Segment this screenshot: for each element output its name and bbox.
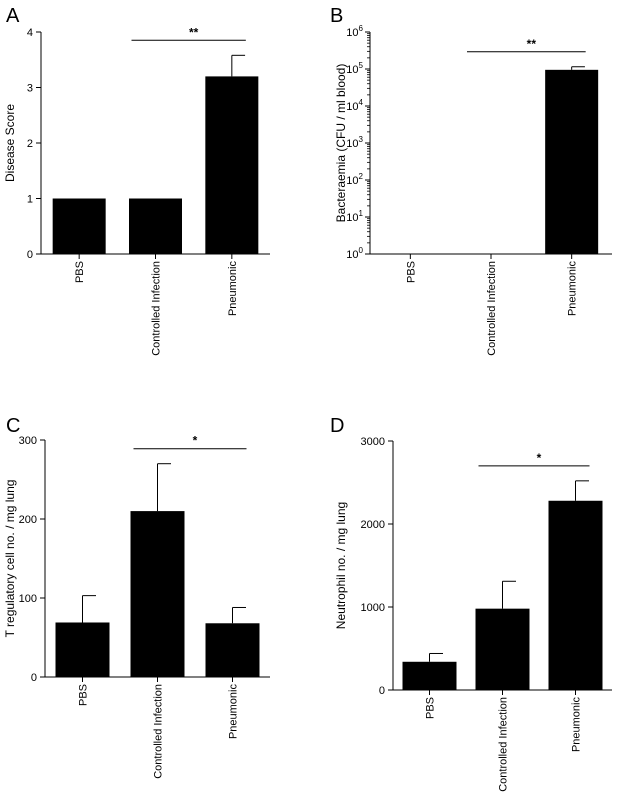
y-tick-label: 105 [346,61,363,76]
panel-letter: A [6,5,20,27]
bar-pbs [55,622,110,677]
y-tick-label: 2000 [361,519,385,531]
panel-letter: D [330,415,344,437]
panel-c: C 0 100 200 300 T regulatory cell no. / mg lu… [3,415,270,779]
x-tick-label: PBS [425,697,437,719]
panel-letter: B [330,5,343,27]
bar-controlled-infection [130,511,185,677]
bar-pneumonic [205,76,259,255]
x-tick-label: Pneumonic [567,261,579,317]
x-tick-label: PBS [78,684,90,706]
x-tick-label: Pneumonic [228,684,240,740]
y-tick-label: 100 [346,246,363,261]
y-tick-label: 1000 [361,602,385,614]
bar-controlled-infection [129,198,182,254]
x-tick-label: Pneumonic [571,697,583,753]
y-tick-label: 300 [19,435,37,447]
y-tick-label: 102 [346,172,363,187]
y-tick-label: 3000 [361,436,385,448]
bar-controlled-infection [475,608,530,690]
significance-label: ** [527,37,537,51]
y-axis-label: Disease Score [3,104,17,182]
y-axis-label: Neutrophil no. / mg lung [334,502,348,629]
bar-pbs [52,198,106,254]
x-tick-label: Controlled Infection [498,697,510,792]
y-tick-label: 0 [27,249,33,261]
x-tick-label: Controlled Infection [151,261,163,356]
bar-pbs [402,661,457,690]
significance-label: * [193,434,198,448]
bar-pneumonic [205,623,260,677]
bar-pneumonic [548,500,603,690]
x-tick-label: Pneumonic [227,261,239,317]
y-tick-label: 0 [379,685,385,697]
y-tick-label: 101 [346,209,363,224]
x-tick-label: PBS [405,261,417,283]
y-tick-label: 104 [346,98,363,113]
y-tick-label: 106 [346,24,363,39]
y-tick-label: 0 [31,672,37,684]
y-tick-label: 3 [27,83,33,95]
y-tick-label: 100 [19,593,37,605]
bar-pneumonic [545,69,599,255]
panel-d: D 0 1000 2000 3000 Neutrophil no. / mg lung PB… [330,415,612,792]
y-tick-label: 1 [27,194,33,206]
y-tick-label: 200 [19,514,37,526]
panel-a: A 0 1 2 3 4 Disease Score PBS Controlled Infecti… [3,5,270,356]
y-tick-label: 4 [27,27,33,39]
significance-label: * [537,451,542,465]
x-tick-label: Controlled Infection [153,684,165,779]
y-axis-label: Bacteraemia (CFU / ml blood) [334,64,348,223]
panel-letter: C [6,415,20,437]
significance-label: ** [189,25,199,39]
x-tick-label: PBS [74,261,86,283]
panel-b: B 100 101 102 103 104 105 106 Bacteraemia (CFU /… [330,5,612,356]
y-tick-label: 2 [27,138,33,150]
x-tick-label: Controlled Infection [486,261,498,356]
y-axis-label: T regulatory cell no. / mg lung [3,480,17,638]
y-tick-label: 103 [346,135,363,150]
